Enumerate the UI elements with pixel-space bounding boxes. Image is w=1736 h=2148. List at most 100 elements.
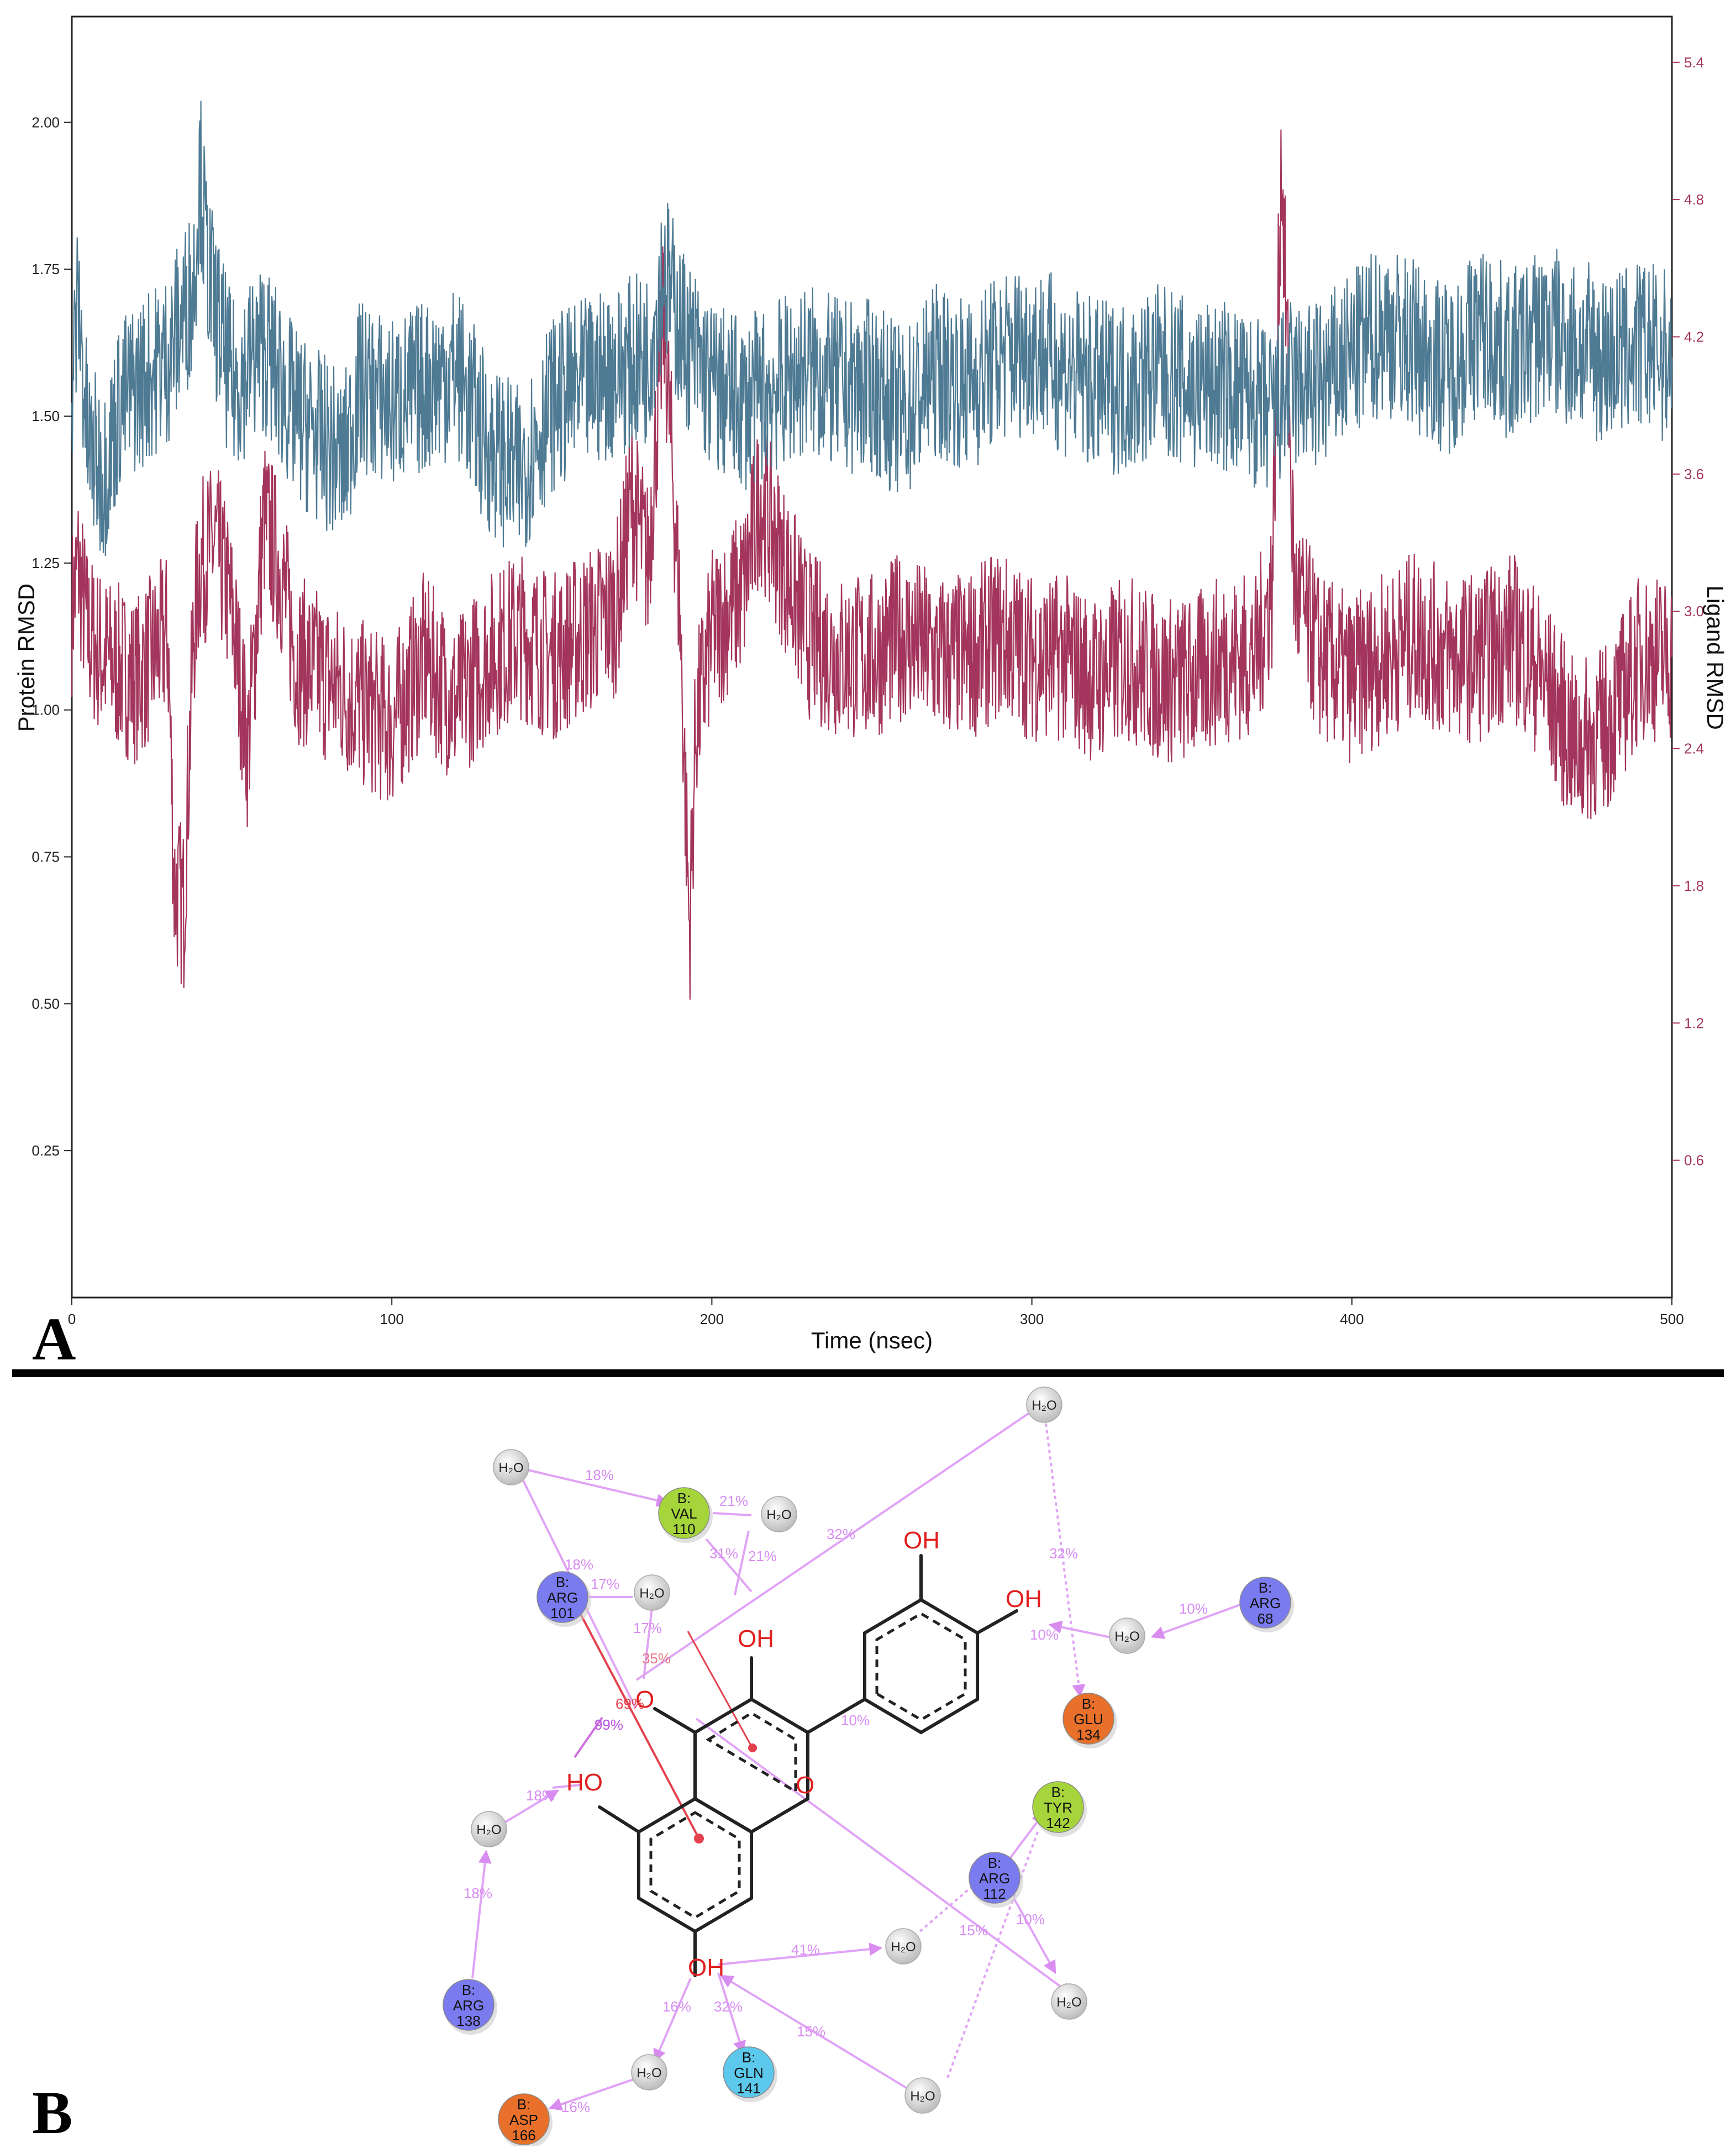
interaction-pct: 69% [616, 1695, 644, 1712]
interaction-pct: 18% [526, 1787, 555, 1804]
residue-label: 101 [550, 1605, 574, 1621]
residue-label: TYR [1044, 1799, 1072, 1816]
water-6: H₂O [471, 1811, 507, 1847]
x-tick-label: 100 [380, 1311, 404, 1327]
carbonyl-o-label: O [635, 1686, 654, 1713]
ligand-rmsd-series [71, 129, 1673, 1000]
left-y-tick-label: 0.75 [31, 849, 60, 865]
water-8: H₂O [1051, 1983, 1087, 2020]
interaction-pct: 17% [591, 1575, 619, 1592]
residue-label: 110 [672, 1521, 695, 1537]
ligand-interaction-diagram: OH OH OH HO OH O O H₂OH₂OH₂OH₂OH₂OH₂OH₂O… [443, 1387, 1294, 2146]
water-label: H₂O [891, 1940, 916, 1955]
interaction-pct: 16% [662, 1998, 691, 2015]
x-tick-label: 500 [1660, 1311, 1684, 1327]
interaction-pct: 17% [633, 1620, 662, 1636]
water-label: H₂O [1032, 1398, 1056, 1413]
ring-b [863, 1598, 979, 1735]
interaction-pct: 10% [1016, 1911, 1045, 1928]
left-y-tick-label: 0.25 [31, 1142, 60, 1159]
interaction-pct: 16% [561, 2099, 590, 2115]
right-y-tick-label: 1.8 [1684, 878, 1704, 894]
residue-label: 142 [1046, 1815, 1070, 1831]
interaction-pct: 18% [464, 1885, 492, 1902]
residue-label: GLN [734, 2065, 763, 2081]
left-y-tick-label: 0.50 [31, 995, 60, 1012]
residue-label: ARG [453, 1997, 484, 2014]
left-y-tick-label: 1.75 [31, 261, 60, 277]
interaction-pct: 18% [585, 1467, 614, 1483]
water-5: H₂O [1109, 1617, 1145, 1654]
residue-label: ARG [547, 1589, 578, 1606]
interaction-percentages: 18% 21% 31% 21% 32% 32% 18% 17% 17% 35% 69% 99% 10% 1… [464, 1467, 1208, 2115]
right-y-tick-label: 3.6 [1684, 466, 1704, 482]
residue-label: 141 [737, 2080, 760, 2097]
right-y-tick-label: 2.4 [1684, 740, 1704, 757]
water-3: H₂O [761, 1496, 797, 1532]
interaction-pct: 15% [797, 2023, 825, 2040]
interaction-pct: 15% [959, 1922, 988, 1939]
x-axis-label: Time (nsec) [811, 1327, 933, 1353]
residue-label: B: [1259, 1579, 1272, 1596]
x-tick-label: 400 [1340, 1311, 1364, 1327]
right-y-axis-ticks: 0.6 1.2 1.8 2.4 3.0 3.6 4.2 4.8 5.4 [1672, 54, 1704, 1169]
x-tick-label: 0 [68, 1311, 76, 1327]
water-9: H₂O [631, 2054, 667, 2091]
residue-label: B: [517, 2096, 531, 2113]
panel-b-letter: B [32, 2079, 73, 2146]
water-2: H₂O [1026, 1387, 1062, 1423]
rmsd-chart: 0 100 200 300 400 500 0.25 0.50 0.75 1.00 1.25 1.5… [13, 15, 1728, 1353]
ring-a [637, 1797, 753, 1934]
right-y-tick-label: 3.0 [1684, 603, 1704, 619]
right-y-axis-label: Ligand RMSD [1702, 585, 1728, 729]
residue-label: ARG [979, 1870, 1010, 1887]
interaction-pct: 32% [827, 1526, 855, 1542]
panel-a-letter: A [32, 1305, 76, 1373]
water-label: H₂O [766, 1508, 791, 1522]
interaction-pct: 10% [841, 1712, 870, 1729]
residue-label: B: [677, 1490, 691, 1506]
residue-label: B: [1082, 1695, 1096, 1712]
residue-label: B: [742, 2049, 756, 2066]
left-y-tick-label: 1.25 [31, 555, 60, 571]
x-tick-label: 200 [700, 1311, 724, 1327]
residue-label: B: [462, 1982, 476, 1998]
residue-label: ARG [1250, 1595, 1281, 1611]
protein-rmsd-series [71, 101, 1673, 556]
water-10: H₂O [904, 2077, 941, 2114]
oh-4p-label: OH [1006, 1585, 1042, 1613]
left-y-axis-label: Protein RMSD [13, 584, 39, 732]
residue-label: 138 [456, 2013, 480, 2029]
ligand-aromatic-dashes [649, 1612, 967, 1919]
water-label: H₂O [910, 2089, 935, 2104]
oh-3p-label: OH [903, 1527, 940, 1554]
left-y-tick-label: 1.50 [31, 408, 60, 424]
ring-o-label: O [796, 1772, 814, 1799]
interaction-pct: 32% [1049, 1545, 1078, 1562]
left-y-tick-label: 1.00 [31, 702, 60, 718]
interaction-pct: 35% [642, 1650, 671, 1667]
residue-label: 166 [512, 2127, 535, 2144]
x-tick-label: 300 [1020, 1311, 1044, 1327]
water-label: H₂O [498, 1461, 523, 1475]
water-label: H₂O [636, 2066, 661, 2081]
water-label: H₂O [476, 1823, 501, 1837]
right-y-tick-label: 4.2 [1684, 329, 1704, 345]
oh-3-label: OH [738, 1625, 774, 1652]
interaction-pct: 10% [1179, 1600, 1208, 1617]
interaction-pct: 18% [565, 1556, 593, 1573]
right-y-tick-label: 1.2 [1684, 1015, 1704, 1031]
interaction-pct: 41% [791, 1941, 820, 1958]
pi-cation-lines [576, 1608, 757, 1844]
interaction-pct: 21% [748, 1548, 777, 1564]
residue-label: B: [1051, 1784, 1065, 1800]
residue-label: 112 [983, 1886, 1006, 1902]
interaction-pct: 32% [714, 1998, 743, 2015]
interaction-pct: 10% [1030, 1626, 1059, 1643]
